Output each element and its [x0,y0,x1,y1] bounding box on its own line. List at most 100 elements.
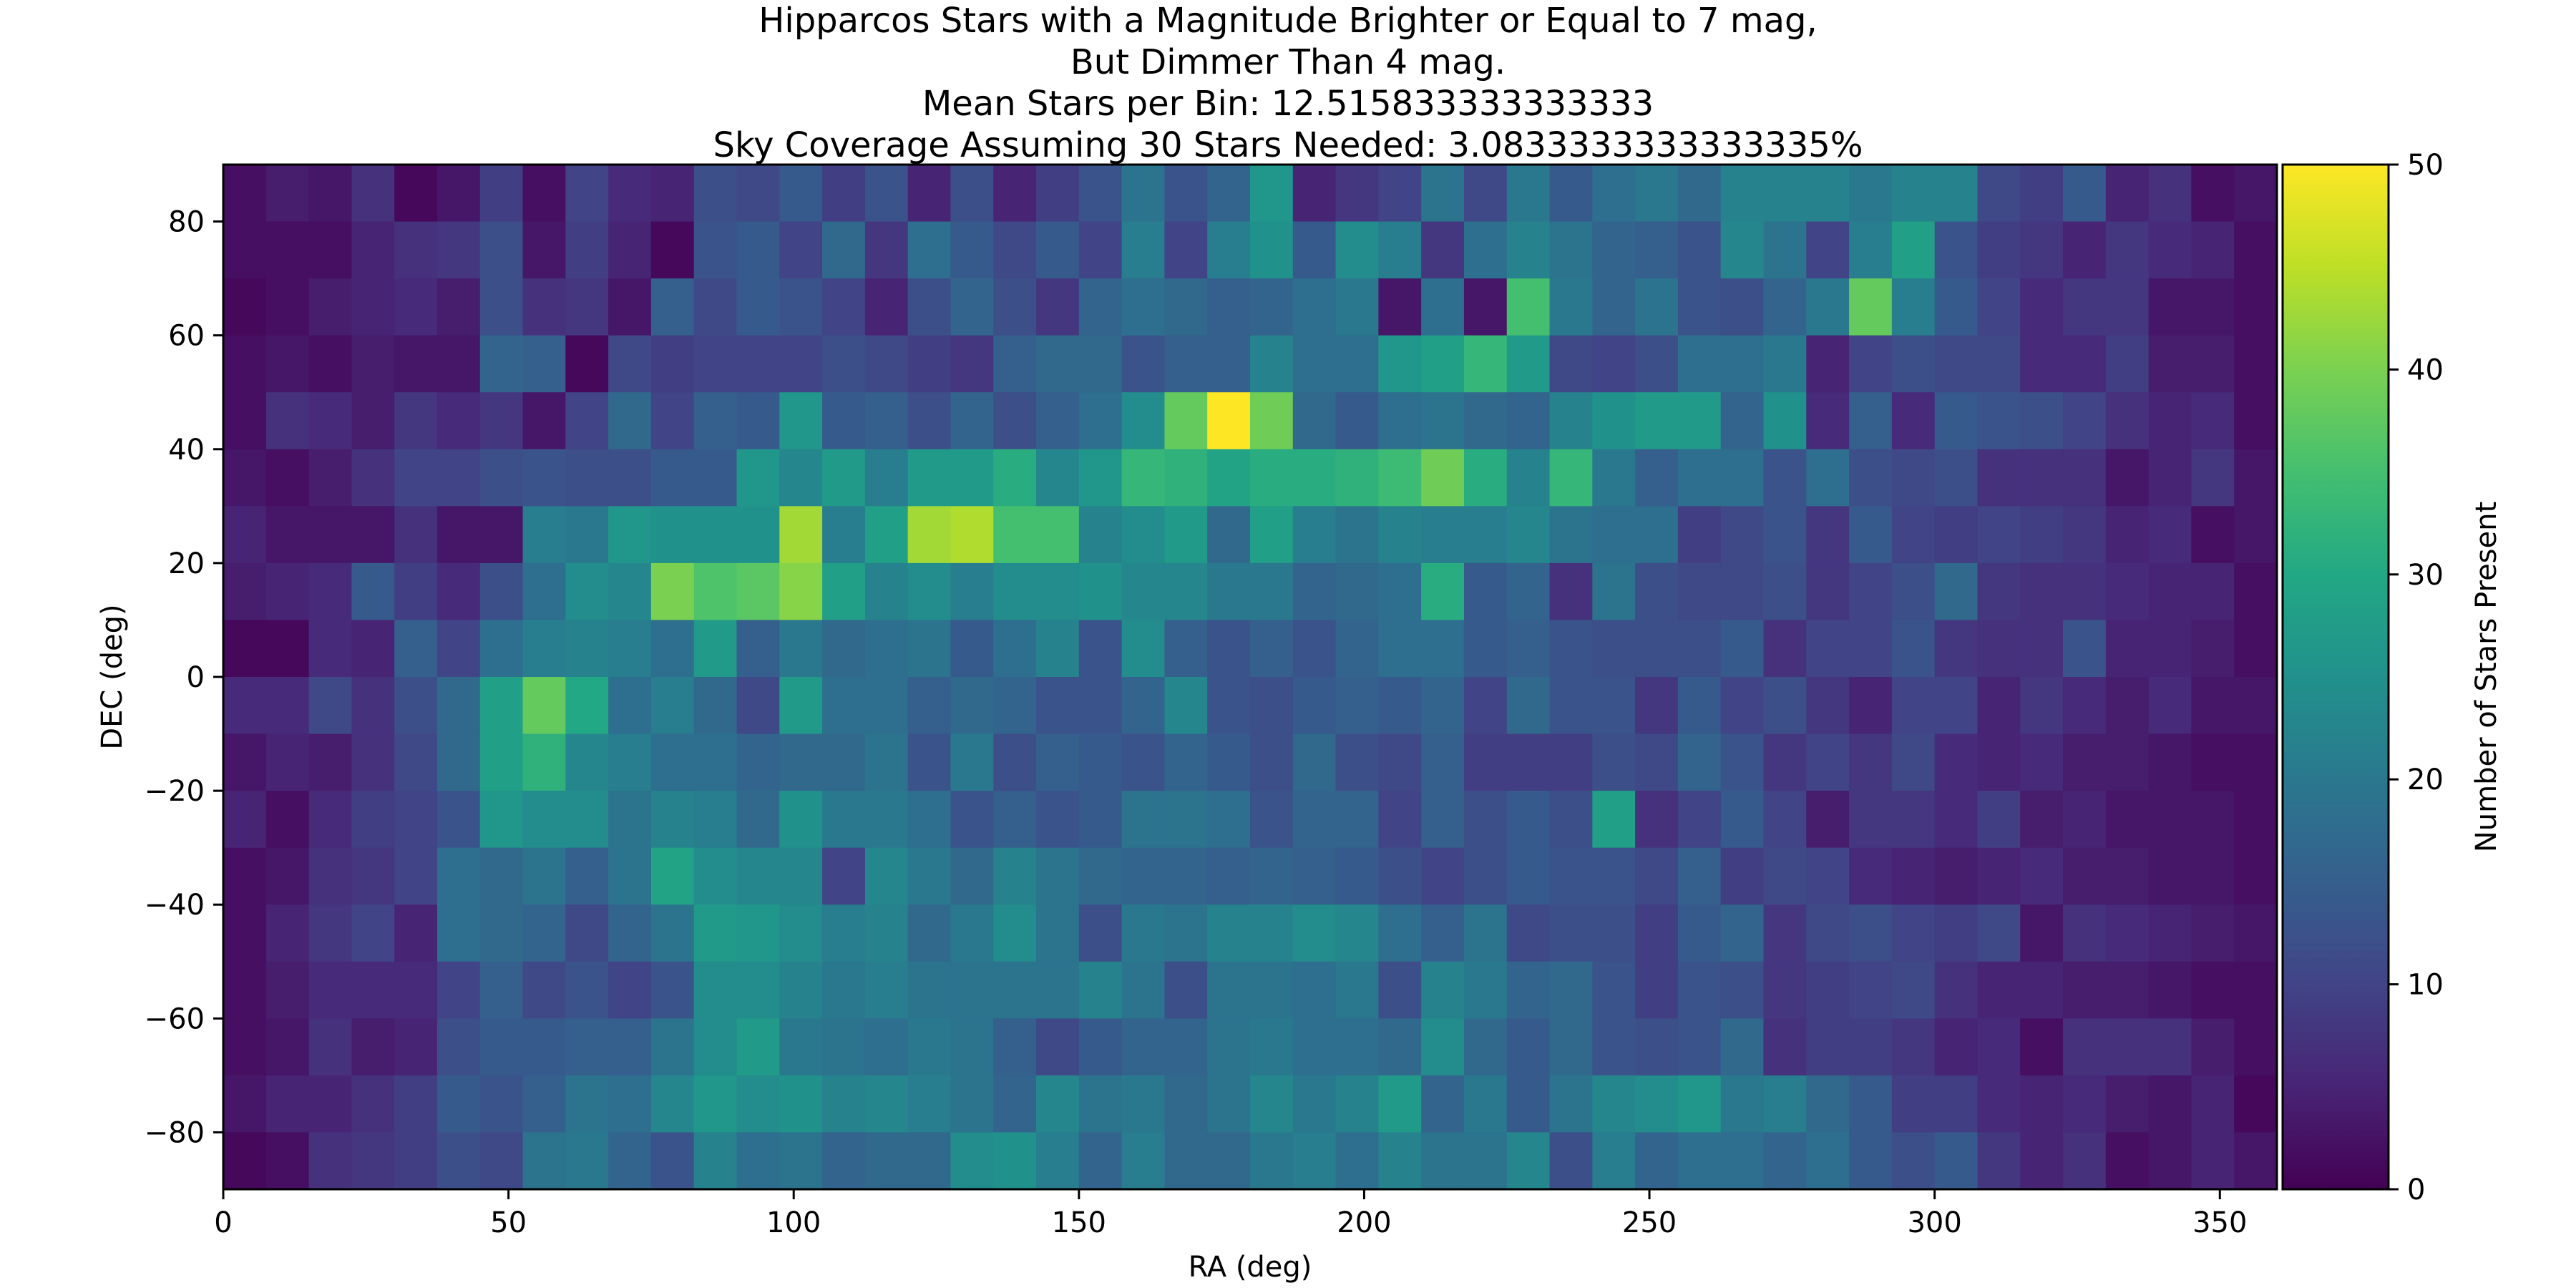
heatmap-cell [1421,1018,1465,1076]
heatmap-cell [1335,961,1379,1019]
heatmap-cell [1421,847,1465,905]
heatmap-cell [1463,1018,1508,1076]
heatmap-cell [1036,791,1080,849]
heatmap-cell [1421,677,1465,735]
heatmap-cell [2020,335,2064,393]
heatmap-cell [1677,1018,1722,1076]
heatmap-cell [608,1132,652,1190]
heatmap-cell [1463,449,1508,507]
heatmap-cell [1720,847,1765,905]
heatmap-cell [1977,392,2021,450]
heatmap-cell [1506,335,1551,393]
heatmap-cell [1078,449,1123,507]
heatmap-cell [1250,847,1294,905]
heatmap-cell [1164,562,1208,621]
heatmap-cell [1849,733,1893,791]
heatmap-cell [479,1075,524,1133]
heatmap-cell [522,392,566,450]
heatmap-cell [650,165,695,223]
heatmap-cell [2191,221,2235,279]
heatmap-cell [2063,904,2107,962]
heatmap-cell [1635,847,1679,905]
heatmap-cell [522,506,566,564]
heatmap-cell [779,961,823,1019]
heatmap-cell [1207,961,1251,1019]
heatmap-cell [1036,278,1080,336]
heatmap-cell [1292,1018,1337,1076]
heatmap-cell [2063,847,2107,905]
heatmap-cell [265,904,310,962]
heatmap-cell [1720,221,1765,279]
heatmap-cell [436,1132,481,1190]
heatmap-cell [1891,620,1936,678]
heatmap-cell [1250,791,1294,849]
heatmap-cell [565,847,609,905]
heatmap-cell [522,677,566,735]
heatmap-cell [693,392,738,450]
heatmap-cell [1335,506,1379,564]
heatmap-cell [1763,221,1807,279]
heatmap-cell [1549,562,1593,621]
heatmap-cell [2234,677,2278,735]
heatmap-cell [1720,1132,1765,1190]
heatmap-cell [1378,1132,1422,1190]
y-axis-label: DEC (deg) [96,604,129,749]
heatmap-cell [1164,506,1208,564]
heatmap-cell [864,961,909,1019]
heatmap-cell [479,847,524,905]
heatmap-cell [1378,961,1422,1019]
heatmap-cell [1506,1132,1551,1190]
heatmap-cell [608,278,652,336]
heatmap-cell [864,1018,909,1076]
heatmap-cell [2063,791,2107,849]
heatmap-cell [1335,562,1379,621]
heatmap-cell [223,449,267,507]
heatmap-cell [1463,677,1508,735]
heatmap-cell [1121,221,1166,279]
heatmap-cell [993,961,1037,1019]
heatmap-cell [779,904,823,962]
heatmap-cell [1549,392,1593,450]
title-line-3: Mean Stars per Bin: 12.515833333333333 [922,84,1654,124]
heatmap-cell [1592,506,1636,564]
heatmap-cell [650,392,695,450]
heatmap-cell [608,221,652,279]
heatmap-cell [2234,791,2278,849]
heatmap-cell [1164,620,1208,678]
heatmap-cell [2063,392,2107,450]
heatmap-cell [265,165,310,223]
heatmap-cell [522,335,566,393]
heatmap-cell [1720,335,1765,393]
heatmap-cell [565,1018,609,1076]
heatmap-cell [736,1018,780,1076]
heatmap-cell [993,620,1037,678]
heatmap-cell [1977,278,2021,336]
heatmap-cell [1763,1075,1807,1133]
heatmap-cell [1164,847,1208,905]
heatmap-cell [1378,392,1422,450]
heatmap-cell [436,278,481,336]
heatmap-cell [2020,1075,2064,1133]
heatmap-cell [1592,677,1636,735]
heatmap-cell [1207,165,1251,223]
heatmap-cell [1849,449,1893,507]
heatmap-cell [2191,449,2235,507]
heatmap-cell [779,278,823,336]
heatmap-cell [1677,1132,1722,1190]
heatmap-cell [2105,1018,2150,1076]
heatmap-cell [822,847,866,905]
heatmap-cell [1378,1018,1422,1076]
heatmap-cell [1078,506,1123,564]
heatmap-cell [864,733,909,791]
heatmap-cell [907,449,952,507]
heatmap-cell [779,791,823,849]
heatmap-cell [2148,677,2192,735]
heatmap-cell [2020,506,2064,564]
heatmap-cell [1592,1018,1636,1076]
heatmap-cell [1763,847,1807,905]
heatmap-cell [1635,1018,1679,1076]
heatmap-cell [993,278,1037,336]
heatmap-cell [265,278,310,336]
colorbar-tick-label: 40 [2407,353,2444,386]
heatmap-cell [650,221,695,279]
